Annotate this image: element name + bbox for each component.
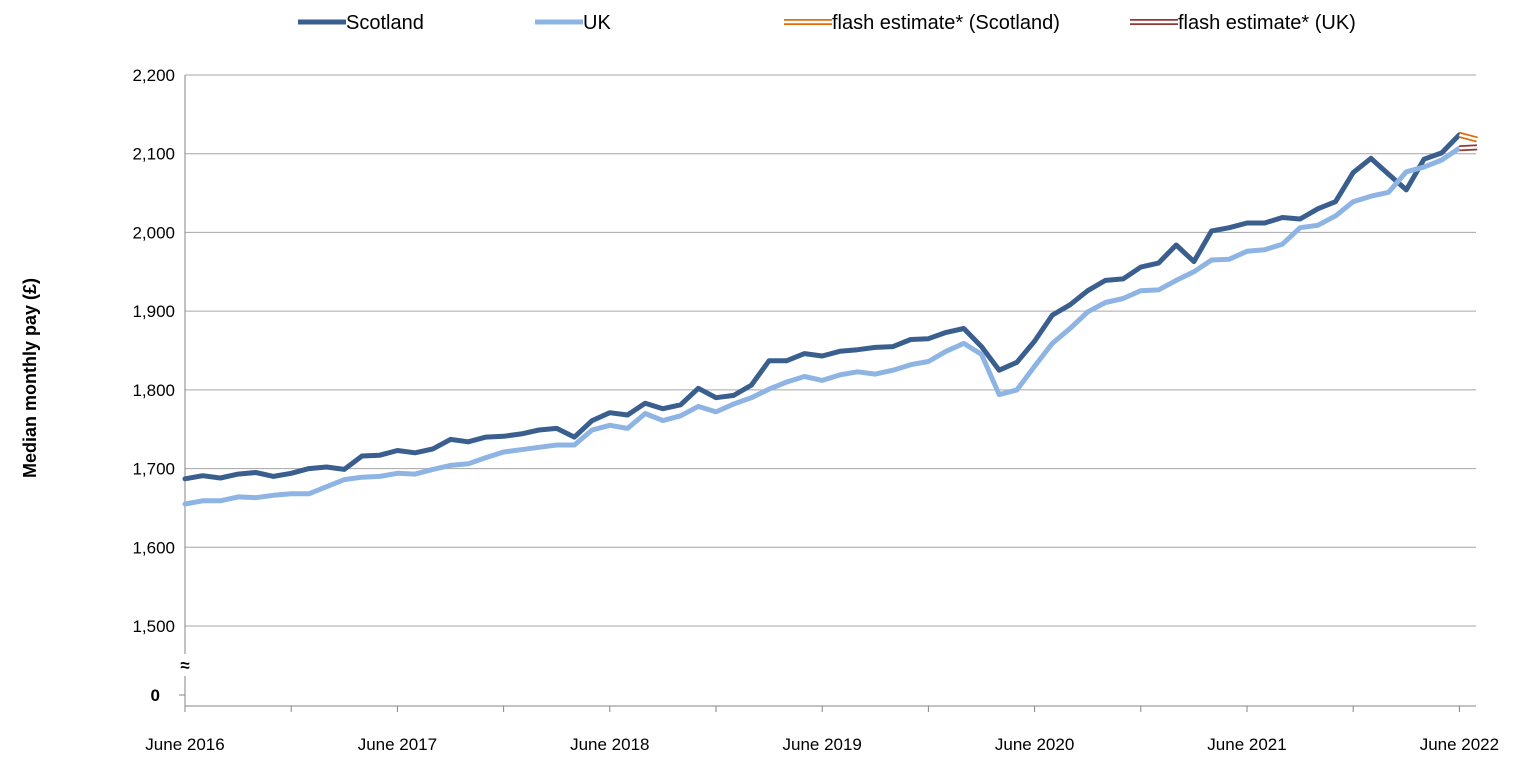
series-line — [182, 132, 1462, 482]
legend-label: UK — [583, 12, 611, 34]
y-tick-label: 1,600 — [132, 538, 175, 557]
x-tick-label: June 2016 — [145, 735, 224, 754]
axis-break-symbol: ≈ — [180, 656, 189, 675]
legend-label: flash estimate* (Scotland) — [832, 12, 1060, 34]
legend: Scotland UK flash estimate* (Scotland) flas… — [298, 12, 1356, 34]
legend-label: flash estimate* (UK) — [1178, 12, 1356, 34]
x-tick-label: June 2017 — [358, 735, 437, 754]
x-tick-label: June 2022 — [1420, 735, 1499, 754]
y-tick-label: 1,700 — [132, 460, 175, 479]
series-line — [182, 145, 1462, 507]
y-tick-label: 2,000 — [132, 223, 175, 242]
legend-label: Scotland — [346, 12, 424, 34]
y-tick-label: 2,100 — [132, 145, 175, 164]
x-tick-label: June 2021 — [1207, 735, 1286, 754]
gridlines — [185, 74, 1476, 627]
x-tick-label: June 2019 — [782, 735, 861, 754]
x-tick-label: June 2020 — [995, 735, 1074, 754]
y-tick-label: 1,800 — [132, 381, 175, 400]
y-tick-label: 1,500 — [132, 617, 175, 636]
series-line-inner — [1459, 146, 1478, 150]
series-line-inner — [1459, 133, 1478, 141]
y-tick-labels: 1,500 1,600 1,700 1,800 1,900 2,000 2,100 2,200… — [132, 66, 175, 705]
y-tick-label: 1,900 — [132, 302, 175, 321]
y-zero-label: 0 — [151, 686, 160, 705]
y-tick-label: 2,200 — [132, 66, 175, 85]
x-tick-label: June 2018 — [570, 735, 649, 754]
axes: ≈ — [177, 75, 1476, 712]
axis-break-background — [177, 654, 193, 676]
series-lines — [182, 131, 1478, 507]
x-tick-labels: June 2016 June 2017 June 2018 June 2019 June… — [145, 735, 1499, 754]
y-axis-title: Median monthly pay (£) — [20, 278, 40, 478]
